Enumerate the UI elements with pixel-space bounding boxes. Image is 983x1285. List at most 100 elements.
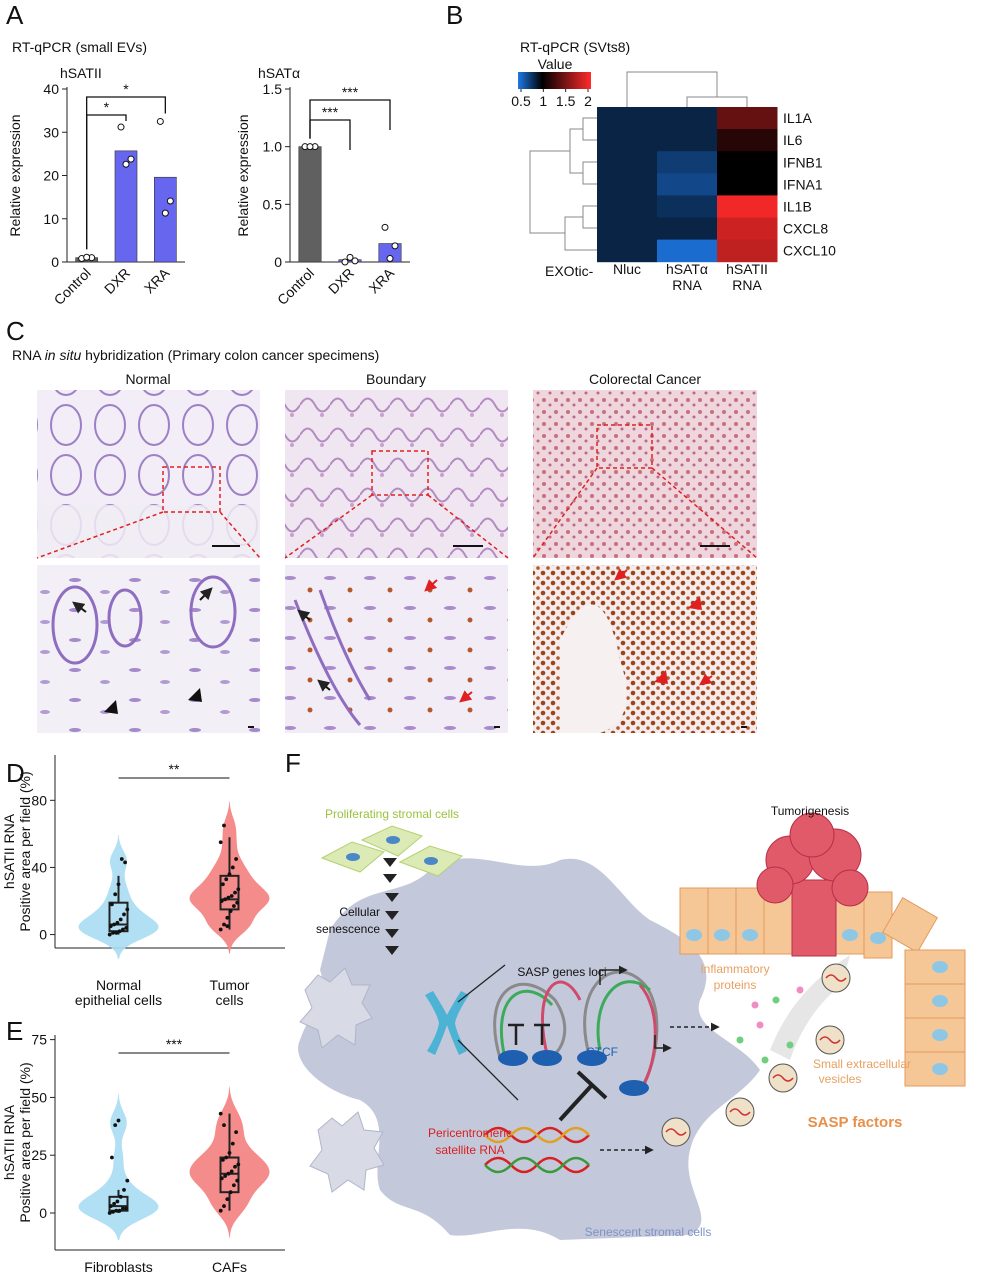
data-point bbox=[117, 123, 125, 131]
small-cell bbox=[299, 967, 373, 1049]
heatmap-cell bbox=[717, 239, 778, 263]
ctcf bbox=[498, 1050, 649, 1096]
heatmap-cell bbox=[657, 239, 718, 263]
violin bbox=[78, 1093, 159, 1240]
data-point bbox=[166, 197, 174, 205]
y-tick-label: 0 bbox=[51, 254, 59, 270]
y-tick-label: 80 bbox=[31, 792, 47, 808]
black-arrows bbox=[72, 587, 331, 692]
data-point bbox=[226, 1171, 231, 1176]
column-prefix: EXOtic- bbox=[545, 263, 594, 279]
y-tick-label: 1.0 bbox=[263, 139, 283, 155]
column-title: Normal bbox=[125, 371, 170, 387]
data-point bbox=[221, 1157, 225, 1162]
image-boundary bbox=[285, 390, 508, 558]
label: Cellular bbox=[339, 905, 380, 919]
data-point bbox=[125, 1178, 130, 1183]
significance-label: *** bbox=[166, 1036, 183, 1052]
x-tick-label: XRA bbox=[141, 264, 173, 296]
data-point bbox=[111, 930, 115, 935]
panel-label: D bbox=[6, 758, 25, 788]
row-label: IL1A bbox=[783, 110, 812, 126]
data-point bbox=[381, 223, 389, 231]
x-tick-label: Control bbox=[51, 265, 94, 308]
heatmap-cell bbox=[657, 151, 718, 174]
data-point bbox=[391, 242, 399, 250]
panel-label: F bbox=[285, 748, 301, 778]
x-tick-label: CAFs bbox=[212, 1259, 247, 1275]
heatmap-cell bbox=[717, 195, 778, 218]
heatmap-cell bbox=[657, 129, 718, 152]
data-point bbox=[83, 253, 91, 261]
bar bbox=[114, 150, 138, 263]
data-point bbox=[112, 1201, 116, 1206]
data-point bbox=[161, 209, 169, 217]
data-point bbox=[123, 860, 127, 865]
x-tick-label: XRA bbox=[365, 264, 397, 296]
label: Tumorigenesis bbox=[771, 804, 849, 818]
data-point bbox=[115, 1199, 120, 1204]
data-point bbox=[222, 1204, 226, 1208]
data-point bbox=[107, 1211, 112, 1215]
data-point bbox=[223, 897, 228, 902]
data-point bbox=[218, 840, 223, 845]
significance-label: * bbox=[123, 81, 129, 97]
y-tick-label: 0 bbox=[39, 927, 47, 943]
data-point bbox=[112, 922, 116, 927]
heatmap-cell bbox=[717, 151, 778, 174]
bar bbox=[154, 176, 177, 263]
heatmap-cell bbox=[717, 173, 778, 196]
y-tick-label: 0 bbox=[274, 254, 282, 270]
data-point bbox=[219, 899, 224, 903]
data-point bbox=[114, 930, 119, 935]
zoom-boundary bbox=[285, 565, 508, 733]
data-point bbox=[229, 1169, 234, 1174]
chart-title: hSATII bbox=[60, 65, 102, 81]
data-point bbox=[117, 929, 122, 934]
small-cell bbox=[309, 1111, 385, 1193]
data-point bbox=[225, 915, 230, 920]
y-tick-label: 0.5 bbox=[263, 196, 283, 212]
proteins bbox=[736, 986, 804, 1064]
triangles bbox=[383, 858, 399, 955]
panel-title: RT-qPCR (small EVs) bbox=[12, 39, 147, 55]
label: Inflammatory bbox=[700, 962, 769, 976]
x-tick-label: epithelial cells bbox=[75, 992, 162, 1008]
label: SASP factors bbox=[808, 1114, 903, 1131]
colorbar-tick-label: 2 bbox=[584, 93, 592, 109]
panel-label: E bbox=[6, 1016, 23, 1046]
chart-title: hSATα bbox=[258, 65, 300, 81]
chromosome bbox=[425, 991, 469, 1055]
data-point bbox=[222, 1123, 226, 1128]
column-title: Boundary bbox=[366, 371, 426, 387]
label: Pericentromeric bbox=[428, 1126, 512, 1140]
transcription-arrows bbox=[599, 965, 720, 1155]
chart-title: RT-qPCR (SVts8) bbox=[520, 39, 630, 55]
epithelium-nuclei bbox=[686, 929, 948, 1075]
x-tick-label: Fibroblasts bbox=[84, 1259, 152, 1275]
heatmap-cell bbox=[597, 239, 658, 263]
data-point bbox=[116, 1118, 121, 1123]
data-point bbox=[234, 857, 239, 861]
zoom-boxes bbox=[36, 424, 758, 559]
data-point bbox=[235, 1178, 240, 1183]
legend-title: Value bbox=[538, 56, 573, 72]
data-point bbox=[127, 155, 135, 163]
violin bbox=[189, 1086, 270, 1238]
heatmap-cell bbox=[597, 217, 658, 241]
heatmap-cell bbox=[717, 129, 778, 152]
data-point bbox=[223, 1174, 228, 1178]
label: vesicles bbox=[819, 1072, 862, 1086]
data-point bbox=[118, 1194, 123, 1199]
title-part: in situ bbox=[45, 347, 82, 363]
data-point bbox=[122, 912, 126, 917]
data-point bbox=[233, 1164, 237, 1169]
y-axis-label: Positive area per field (%) bbox=[17, 771, 33, 931]
data-point bbox=[124, 925, 129, 930]
data-point bbox=[227, 1151, 232, 1155]
diagram-shapes bbox=[298, 812, 966, 1240]
x-tick-label: Tumor bbox=[210, 977, 250, 993]
data-point bbox=[110, 1155, 114, 1160]
connectors bbox=[457, 964, 519, 1101]
row-label: CXCL10 bbox=[783, 243, 836, 259]
